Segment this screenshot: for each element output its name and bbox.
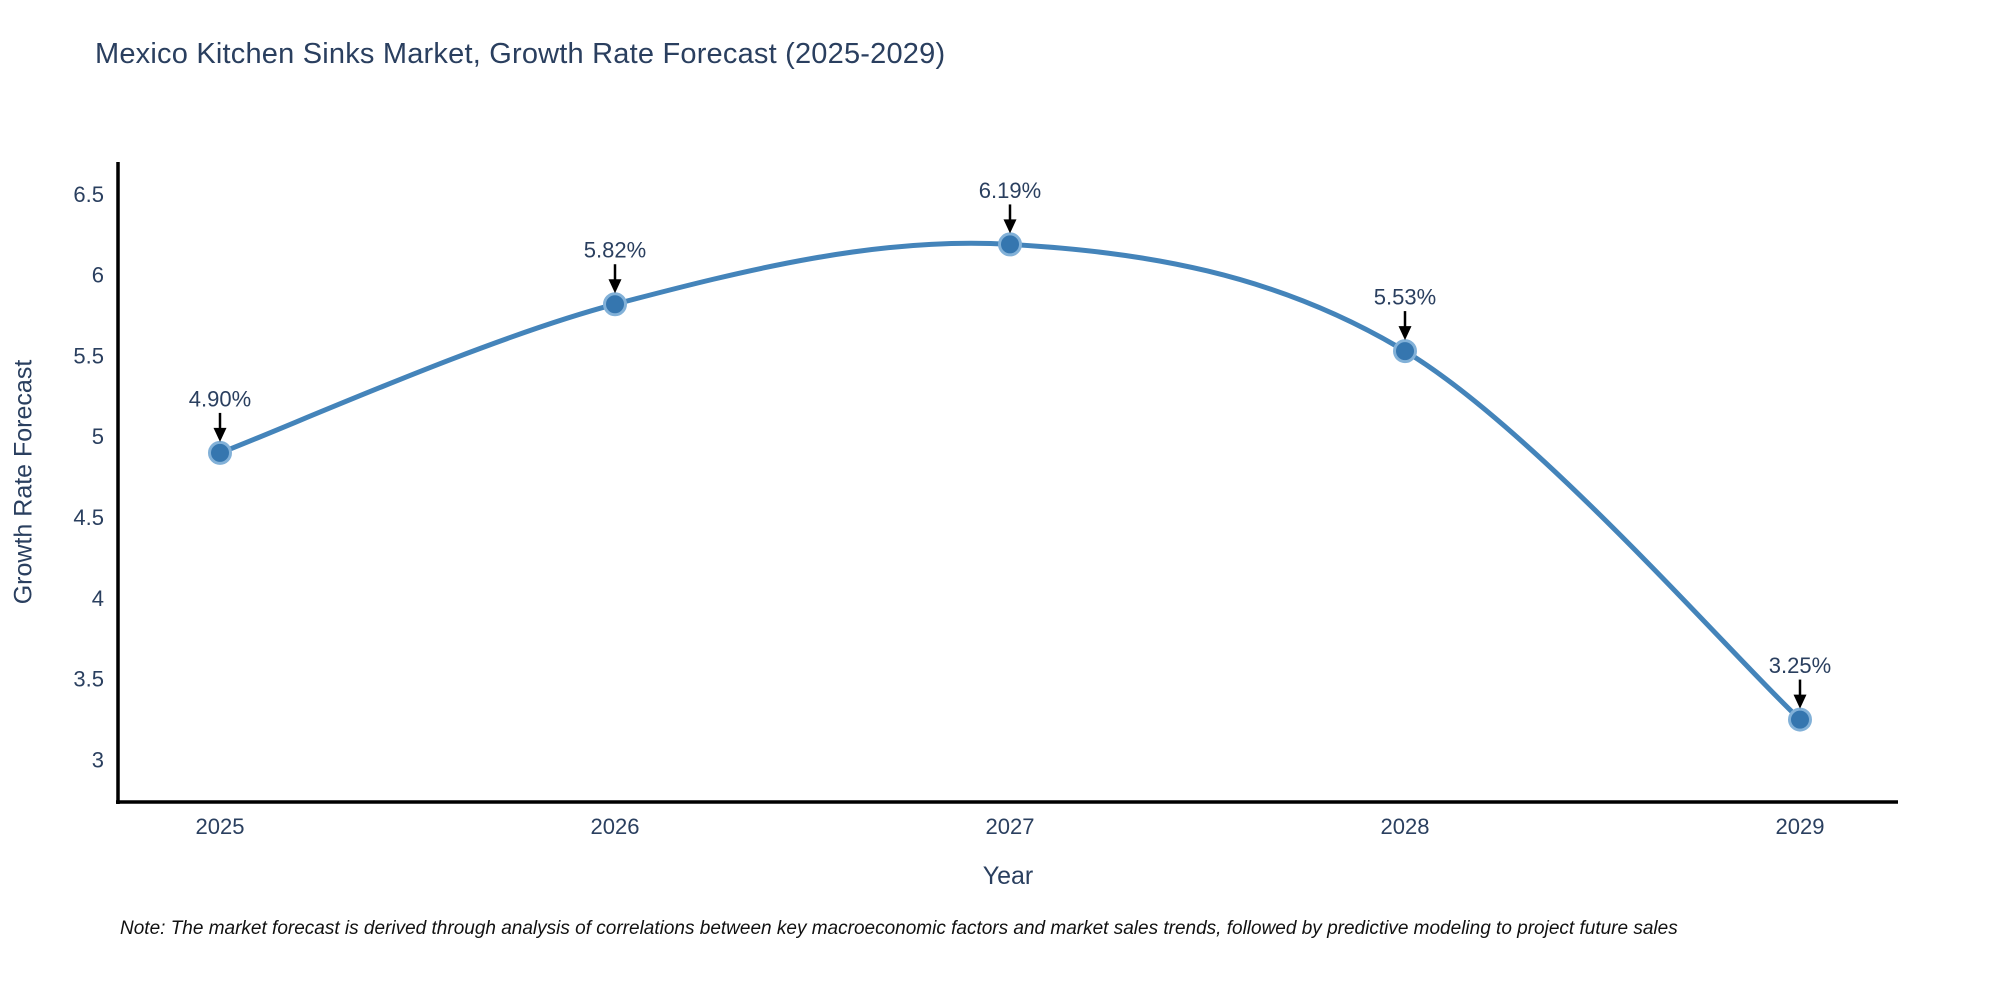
annotation-arrow-head bbox=[1398, 326, 1412, 341]
y-tick-label: 5.5 bbox=[73, 343, 104, 368]
annotation-label: 4.90% bbox=[189, 386, 251, 411]
y-tick-label: 4.5 bbox=[73, 505, 104, 530]
data-point-marker bbox=[208, 440, 232, 465]
annotation-label: 5.53% bbox=[1374, 285, 1436, 310]
y-tick-label: 5 bbox=[92, 424, 104, 449]
chart-title: Mexico Kitchen Sinks Market, Growth Rate… bbox=[95, 38, 946, 70]
axes-layer: 3 3.5 4 4.5 5 5.5 6 6.5 2025 2026 2027 2028 2029 bbox=[73, 162, 1898, 839]
x-axis-title: Year bbox=[982, 862, 1034, 890]
y-tick-label: 3 bbox=[92, 747, 104, 772]
y-tick-label: 3.5 bbox=[73, 667, 104, 692]
y-tick-label: 6.5 bbox=[73, 182, 104, 207]
annotation-layer: 4.90% 5.82% 6.19% 5.53% 3.25% bbox=[189, 178, 1831, 709]
annotation-label: 5.82% bbox=[584, 238, 646, 263]
data-point-marker bbox=[603, 292, 627, 317]
annotation-arrow-head bbox=[608, 279, 622, 294]
data-point-marker bbox=[1393, 339, 1417, 364]
annotation-label: 3.25% bbox=[1769, 653, 1831, 678]
y-tick-label: 4 bbox=[92, 586, 104, 611]
trend-line bbox=[217, 240, 1803, 723]
x-tick-label: 2025 bbox=[196, 814, 245, 839]
annotation-arrow-head bbox=[213, 427, 227, 442]
data-point-marker bbox=[1788, 707, 1812, 732]
data-point-marker bbox=[998, 232, 1022, 257]
chart-note: Note: The market forecast is derived thr… bbox=[120, 918, 1678, 939]
y-tick-label: 6 bbox=[92, 263, 104, 288]
annotation-arrow-head bbox=[1003, 219, 1017, 234]
annotation-arrow-head bbox=[1793, 694, 1807, 709]
series-layer bbox=[208, 232, 1812, 732]
x-tick-label: 2029 bbox=[1776, 814, 1825, 839]
x-tick-label: 2028 bbox=[1381, 814, 1430, 839]
x-tick-label: 2026 bbox=[591, 814, 640, 839]
annotation-label: 6.19% bbox=[979, 178, 1041, 203]
x-tick-label: 2027 bbox=[986, 814, 1035, 839]
